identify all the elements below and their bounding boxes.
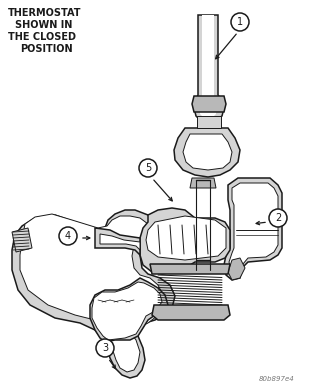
Circle shape: [231, 13, 249, 31]
Polygon shape: [197, 116, 221, 128]
Polygon shape: [200, 15, 216, 138]
Polygon shape: [146, 216, 226, 260]
Polygon shape: [228, 258, 245, 280]
Text: 5: 5: [145, 163, 151, 173]
Circle shape: [269, 209, 287, 227]
Polygon shape: [194, 15, 224, 140]
Polygon shape: [140, 208, 230, 274]
Polygon shape: [100, 234, 140, 250]
Text: 1: 1: [237, 17, 243, 27]
Polygon shape: [92, 282, 162, 340]
Polygon shape: [192, 96, 226, 112]
Polygon shape: [90, 278, 168, 342]
Text: 80b897e4: 80b897e4: [259, 376, 295, 382]
Polygon shape: [183, 134, 232, 170]
Polygon shape: [152, 305, 230, 320]
Text: 4: 4: [65, 231, 71, 241]
Polygon shape: [12, 210, 175, 378]
Text: POSITION: POSITION: [20, 44, 73, 54]
Circle shape: [139, 159, 157, 177]
Text: THE CLOSED: THE CLOSED: [8, 32, 76, 42]
Text: 2: 2: [275, 213, 281, 223]
Text: 3: 3: [102, 343, 108, 353]
Polygon shape: [224, 178, 282, 280]
Polygon shape: [229, 183, 278, 274]
Text: THERMOSTAT: THERMOSTAT: [8, 8, 82, 18]
Polygon shape: [20, 214, 163, 372]
Polygon shape: [95, 228, 140, 255]
Polygon shape: [150, 264, 230, 274]
Polygon shape: [190, 178, 216, 188]
Circle shape: [59, 227, 77, 245]
Polygon shape: [12, 228, 32, 252]
Text: SHOWN IN: SHOWN IN: [15, 20, 72, 30]
Polygon shape: [174, 128, 240, 177]
Circle shape: [96, 339, 114, 357]
